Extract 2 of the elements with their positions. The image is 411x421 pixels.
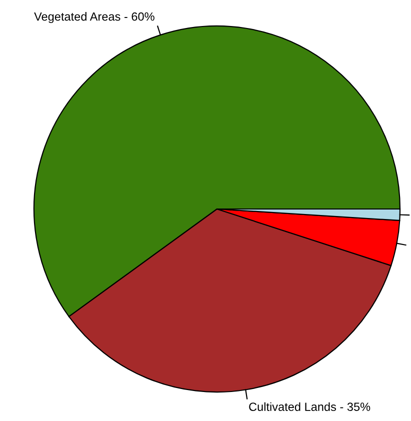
slice-label: Vegetated Areas - 60% bbox=[34, 12, 154, 24]
slice-label: Cultivated Lands - 35% bbox=[249, 402, 370, 411]
